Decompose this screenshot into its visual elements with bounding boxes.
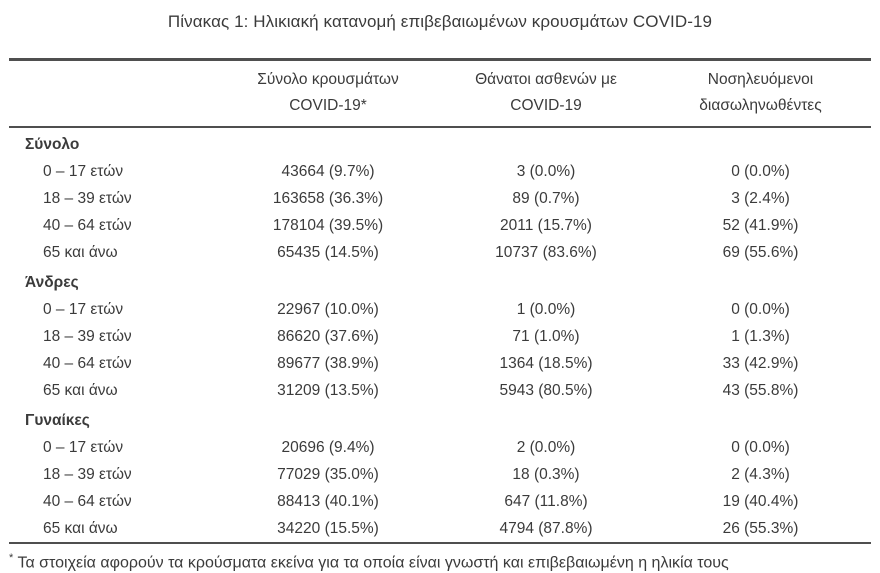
table-row: 65 και άνω 65435 (14.5%) 10737 (83.6%) 6… xyxy=(9,239,871,266)
section-header-row: Σύνολο xyxy=(9,131,871,158)
column-header-deaths-line1: Θάνατοι ασθενών με xyxy=(475,71,617,88)
section-men: Άνδρες 0 – 17 ετών 22967 (10.0%) 1 (0.0%… xyxy=(9,269,871,404)
footnote: * Τα στοιχεία αφορούν τα κρούσματα εκείν… xyxy=(9,542,871,573)
table-header-row: Σύνολο κρουσμάτων COVID-19* Θάνατοι ασθε… xyxy=(9,58,871,128)
column-header-total-cases: Σύνολο κρουσμάτων COVID-19* xyxy=(214,67,442,119)
deaths-value: 5943 (80.5%) xyxy=(499,382,593,399)
column-header-intubated-line1: Νοσηλευόμενοι xyxy=(707,71,814,88)
table-row: 65 και άνω 34220 (15.5%) 4794 (87.8%) 26… xyxy=(9,515,871,542)
column-header-intubated: Νοσηλευόμενοι διασωληνωθέντες xyxy=(650,67,871,119)
cases-value: 86620 (37.6%) xyxy=(277,328,379,345)
section-header-label: Σύνολο xyxy=(25,136,80,153)
row-label-column-header xyxy=(9,67,214,119)
age-group-label: 0 – 17 ετών xyxy=(43,163,124,180)
cases-value: 43664 (9.7%) xyxy=(281,163,375,180)
table-row: 40 – 64 ετών 178104 (39.5%) 2011 (15.7%)… xyxy=(9,212,871,239)
intubated-value: 0 (0.0%) xyxy=(731,439,790,456)
cases-value: 178104 (39.5%) xyxy=(272,217,384,234)
intubated-value: 52 (41.9%) xyxy=(722,217,799,234)
age-group-label: 0 – 17 ετών xyxy=(43,301,124,318)
section-header-label: Γυναίκες xyxy=(25,412,90,429)
deaths-value: 89 (0.7%) xyxy=(512,190,580,207)
intubated-value: 43 (55.8%) xyxy=(722,382,799,399)
section-women: Γυναίκες 0 – 17 ετών 20696 (9.4%) 2 (0.0… xyxy=(9,407,871,542)
age-group-label: 65 και άνω xyxy=(43,520,118,537)
age-group-label: 65 και άνω xyxy=(43,244,118,261)
column-header-deaths: Θάνατοι ασθενών με COVID-19 xyxy=(442,67,650,119)
table-row: 18 – 39 ετών 86620 (37.6%) 71 (1.0%) 1 (… xyxy=(9,323,871,350)
table-title: Πίνακας 1: Ηλικιακή κατανομή επιβεβαιωμέ… xyxy=(167,12,713,31)
section-total: Σύνολο 0 – 17 ετών 43664 (9.7%) 3 (0.0%)… xyxy=(9,131,871,266)
deaths-value: 647 (11.8%) xyxy=(504,493,588,510)
deaths-value: 10737 (83.6%) xyxy=(495,244,597,261)
table-row: 65 και άνω 31209 (13.5%) 5943 (80.5%) 43… xyxy=(9,377,871,404)
column-header-total-cases-line1: Σύνολο κρουσμάτων xyxy=(257,71,399,88)
deaths-value: 2 (0.0%) xyxy=(516,439,576,456)
table-row: 40 – 64 ετών 88413 (40.1%) 647 (11.8%) 1… xyxy=(9,488,871,515)
footnote-text: Τα στοιχεία αφορούν τα κρούσματα εκείνα … xyxy=(17,554,729,572)
intubated-value: 69 (55.6%) xyxy=(722,244,799,261)
intubated-value: 19 (40.4%) xyxy=(722,493,799,510)
intubated-value: 0 (0.0%) xyxy=(731,301,790,318)
age-group-label: 40 – 64 ετών xyxy=(43,493,132,510)
table-row: 18 – 39 ετών 163658 (36.3%) 89 (0.7%) 3 … xyxy=(9,185,871,212)
age-group-label: 18 – 39 ετών xyxy=(43,190,132,207)
table-row: 0 – 17 ετών 22967 (10.0%) 1 (0.0%) 0 (0.… xyxy=(9,296,871,323)
cases-value: 88413 (40.1%) xyxy=(277,493,379,510)
section-header-row: Άνδρες xyxy=(9,269,871,296)
age-group-label: 65 και άνω xyxy=(43,382,118,399)
section-header-row: Γυναίκες xyxy=(9,407,871,434)
intubated-value: 2 (4.3%) xyxy=(731,466,790,483)
deaths-value: 71 (1.0%) xyxy=(512,328,580,345)
cases-value: 20696 (9.4%) xyxy=(281,439,375,456)
cases-value: 89677 (38.9%) xyxy=(277,355,379,372)
age-group-label: 40 – 64 ετών xyxy=(43,355,132,372)
column-header-intubated-line2: διασωληνωθέντες xyxy=(699,97,822,114)
table-row: 40 – 64 ετών 89677 (38.9%) 1364 (18.5%) … xyxy=(9,350,871,377)
intubated-value: 33 (42.9%) xyxy=(722,355,799,372)
intubated-value: 0 (0.0%) xyxy=(731,163,790,180)
cases-value: 34220 (15.5%) xyxy=(277,520,379,537)
deaths-value: 18 (0.3%) xyxy=(512,466,580,483)
cases-value: 65435 (14.5%) xyxy=(277,244,379,261)
deaths-value: 1364 (18.5%) xyxy=(499,355,593,372)
age-group-label: 40 – 64 ετών xyxy=(43,217,132,234)
section-header-label: Άνδρες xyxy=(25,274,79,291)
age-group-label: 18 – 39 ετών xyxy=(43,466,132,483)
footnote-asterisk: * xyxy=(9,552,14,564)
deaths-value: 2011 (15.7%) xyxy=(500,217,592,234)
age-group-label: 18 – 39 ετών xyxy=(43,328,132,345)
cases-value: 77029 (35.0%) xyxy=(277,466,379,483)
table-row: 18 – 39 ετών 77029 (35.0%) 18 (0.3%) 2 (… xyxy=(9,461,871,488)
column-header-deaths-line2: COVID-19 xyxy=(510,97,582,114)
table-row: 0 – 17 ετών 43664 (9.7%) 3 (0.0%) 0 (0.0… xyxy=(9,158,871,185)
intubated-value: 3 (2.4%) xyxy=(731,190,790,207)
cases-value: 163658 (36.3%) xyxy=(272,190,384,207)
cases-value: 31209 (13.5%) xyxy=(277,382,379,399)
cases-value: 22967 (10.0%) xyxy=(277,301,379,318)
intubated-value: 1 (1.3%) xyxy=(731,328,790,345)
table-row: 0 – 17 ετών 20696 (9.4%) 2 (0.0%) 0 (0.0… xyxy=(9,434,871,461)
deaths-value: 1 (0.0%) xyxy=(516,301,576,318)
deaths-value: 4794 (87.8%) xyxy=(499,520,593,537)
column-header-total-cases-line2: COVID-19* xyxy=(289,97,367,114)
age-group-label: 0 – 17 ετών xyxy=(43,439,124,456)
table-body: Σύνολο 0 – 17 ετών 43664 (9.7%) 3 (0.0%)… xyxy=(9,131,871,542)
intubated-value: 26 (55.3%) xyxy=(722,520,799,537)
deaths-value: 3 (0.0%) xyxy=(516,163,576,180)
